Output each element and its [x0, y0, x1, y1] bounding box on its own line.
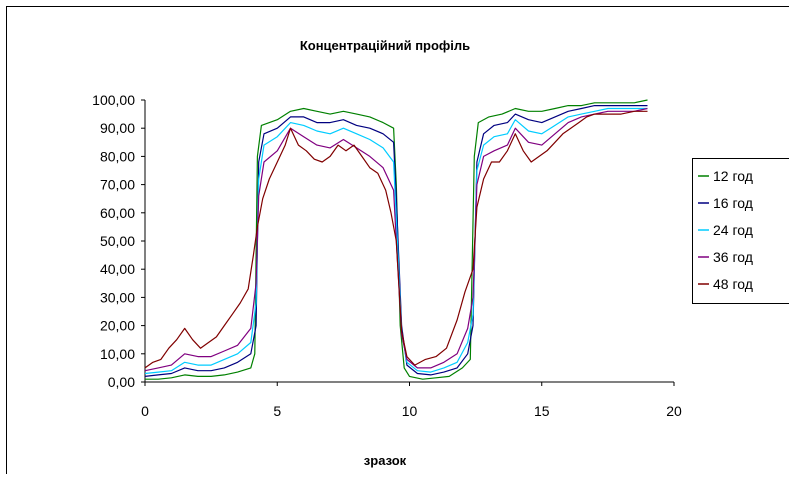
y-tick-label: 70,00	[100, 177, 135, 193]
y-tick-label: 50,00	[100, 233, 135, 249]
x-tick-label: 15	[534, 403, 550, 419]
y-tick-label: 90,00	[100, 120, 135, 136]
y-tick-label: 100,00	[92, 92, 135, 108]
y-tick-label: 30,00	[100, 289, 135, 305]
legend-label: 12 год	[713, 168, 753, 184]
y-tick-label: 10,00	[100, 346, 135, 362]
y-tick-label: 20,00	[100, 318, 135, 334]
y-tick-label: 0,00	[108, 374, 135, 390]
x-tick-label: 10	[402, 403, 418, 419]
legend: 12 год 16 год 24 год 36 год 48 год	[693, 159, 789, 304]
legend-label: 16 год	[713, 195, 753, 211]
y-tick-label: 60,00	[100, 205, 135, 221]
y-tick-label: 40,00	[100, 261, 135, 277]
x-tick-label: 0	[141, 403, 149, 419]
chart-title: Концентраційний профіль	[300, 38, 470, 53]
legend-label: 36 год	[713, 249, 753, 265]
x-axis-label: зразок	[364, 453, 407, 468]
y-tick-label: 80,00	[100, 148, 135, 164]
legend-label: 48 год	[713, 276, 753, 292]
x-tick-label: 20	[666, 403, 682, 419]
legend-label: 24 год	[713, 222, 753, 238]
x-tick-label: 5	[273, 403, 281, 419]
